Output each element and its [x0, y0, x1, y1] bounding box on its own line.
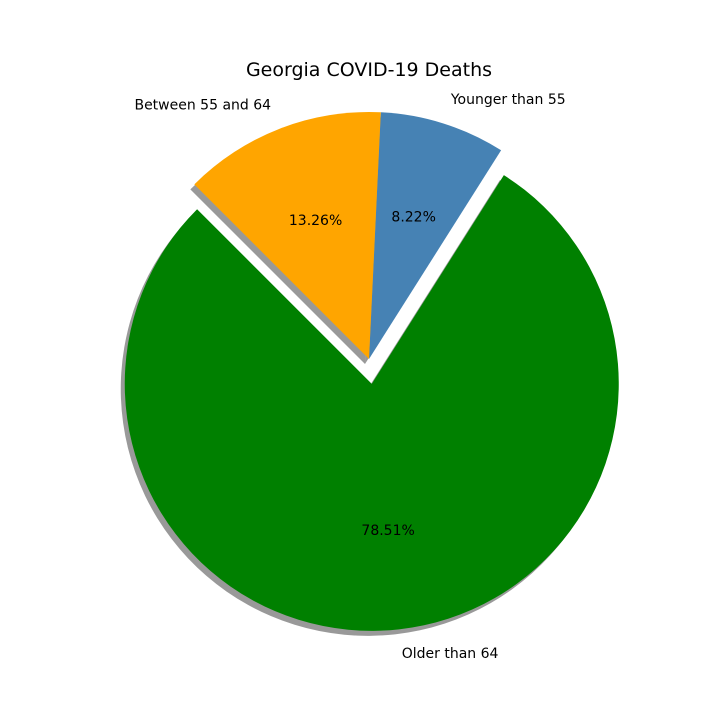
pie-labels: Older than 64 78.51% Younger than 55 8.22% B…	[134, 92, 565, 662]
slice-label-between-55-and-64: Between 55 and 64	[134, 98, 271, 114]
slice-percent-younger-than-55: 8.22%	[391, 210, 435, 226]
slice-percent-between-55-and-64: 13.26%	[289, 213, 342, 229]
pie-slices	[124, 112, 619, 631]
slice-younger-than-55	[369, 112, 502, 359]
slice-older-than-64	[124, 175, 619, 631]
slice-label-older-than-64: Older than 64	[402, 646, 499, 662]
chart-title: Georgia COVID-19 Deaths	[246, 59, 492, 81]
slice-between-55-and-64	[194, 112, 381, 360]
slice-percent-older-than-64: 78.51%	[361, 523, 414, 539]
slice-label-younger-than-55: Younger than 55	[450, 92, 566, 108]
